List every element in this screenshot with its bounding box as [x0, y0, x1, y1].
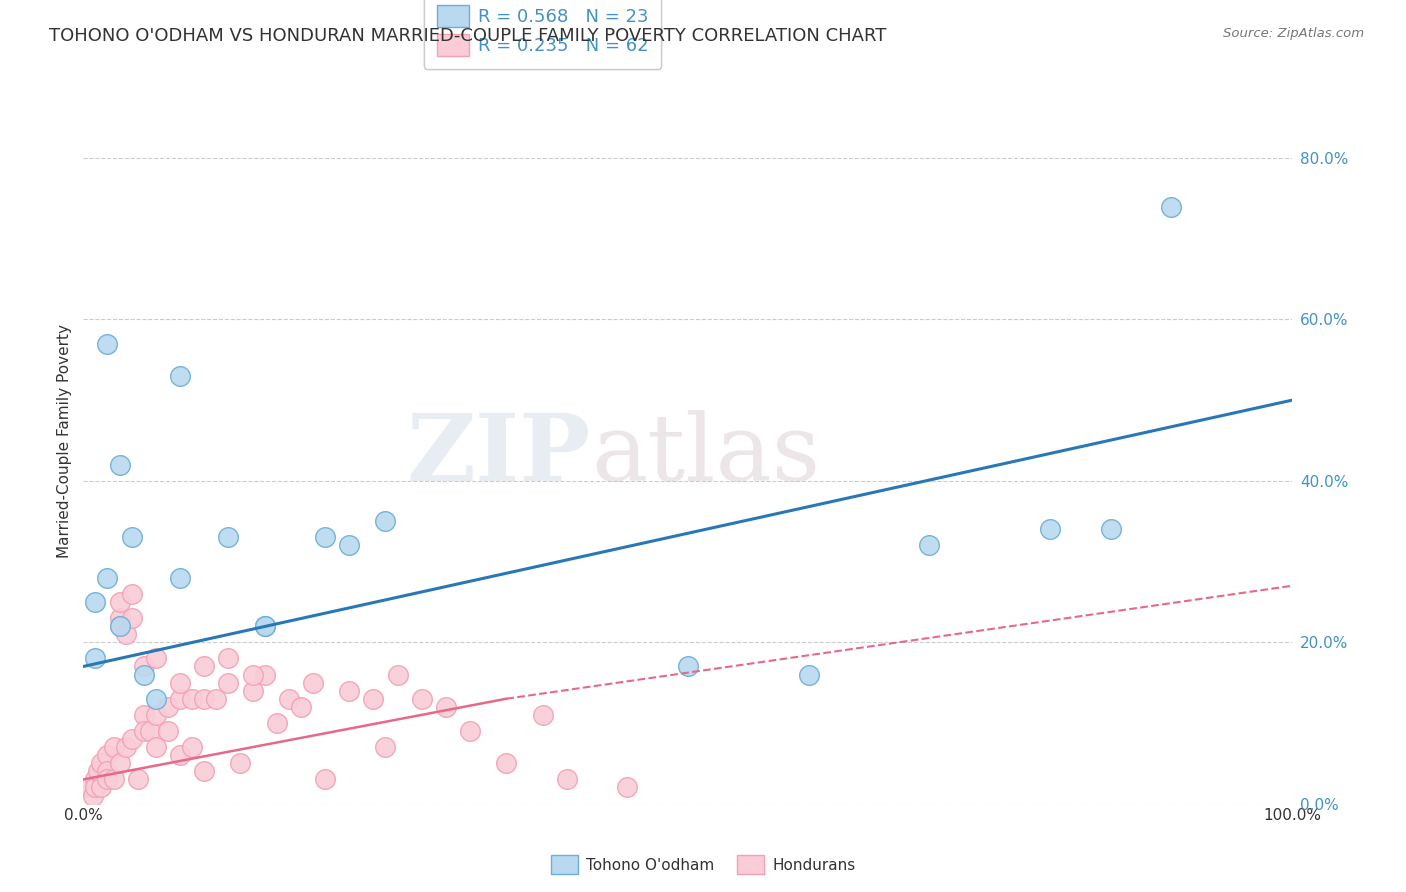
- Point: [616, 780, 638, 795]
- Point: [1160, 200, 1182, 214]
- Point: [108, 619, 131, 633]
- Point: [84, 780, 107, 795]
- Point: [181, 740, 204, 755]
- Point: [145, 740, 167, 755]
- Y-axis label: Married-Couple Family Poverty: Married-Couple Family Poverty: [58, 324, 72, 558]
- Point: [1039, 522, 1062, 536]
- Point: [156, 724, 179, 739]
- Point: [132, 724, 155, 739]
- Point: [387, 667, 409, 681]
- Point: [169, 691, 191, 706]
- Point: [121, 732, 143, 747]
- Point: [314, 772, 336, 787]
- Point: [169, 571, 191, 585]
- Point: [169, 369, 191, 384]
- Point: [84, 651, 107, 665]
- Point: [205, 691, 228, 706]
- Point: [108, 458, 131, 472]
- Point: [82, 789, 104, 803]
- Point: [217, 651, 239, 665]
- Text: Source: ZipAtlas.com: Source: ZipAtlas.com: [1223, 27, 1364, 40]
- Point: [156, 699, 179, 714]
- Point: [96, 571, 118, 585]
- Point: [145, 707, 167, 722]
- Point: [411, 691, 433, 706]
- Point: [337, 538, 360, 552]
- Point: [169, 748, 191, 763]
- Point: [132, 707, 155, 722]
- Point: [121, 587, 143, 601]
- Point: [242, 683, 264, 698]
- Point: [87, 764, 110, 779]
- Point: [531, 707, 554, 722]
- Point: [96, 772, 118, 787]
- Point: [114, 740, 136, 755]
- Point: [108, 595, 131, 609]
- Point: [90, 780, 112, 795]
- Point: [121, 530, 143, 544]
- Point: [314, 530, 336, 544]
- Point: [253, 619, 276, 633]
- Point: [242, 667, 264, 681]
- Point: [132, 659, 155, 673]
- Text: ZIP: ZIP: [406, 410, 591, 500]
- Point: [103, 740, 125, 755]
- Point: [181, 691, 204, 706]
- Point: [145, 651, 167, 665]
- Point: [96, 764, 118, 779]
- Point: [79, 780, 101, 795]
- Point: [337, 683, 360, 698]
- Point: [132, 667, 155, 681]
- Point: [495, 756, 517, 771]
- Point: [797, 667, 820, 681]
- Point: [253, 619, 276, 633]
- Point: [253, 667, 276, 681]
- Legend: Tohono O'odham, Hondurans: Tohono O'odham, Hondurans: [544, 849, 862, 880]
- Text: TOHONO O'ODHAM VS HONDURAN MARRIED-COUPLE FAMILY POVERTY CORRELATION CHART: TOHONO O'ODHAM VS HONDURAN MARRIED-COUPL…: [49, 27, 887, 45]
- Point: [290, 699, 312, 714]
- Point: [193, 764, 215, 779]
- Point: [84, 772, 107, 787]
- Point: [374, 514, 396, 528]
- Point: [217, 675, 239, 690]
- Point: [555, 772, 578, 787]
- Point: [121, 611, 143, 625]
- Point: [169, 675, 191, 690]
- Point: [1099, 522, 1122, 536]
- Point: [108, 611, 131, 625]
- Point: [266, 715, 288, 730]
- Point: [96, 748, 118, 763]
- Point: [217, 530, 239, 544]
- Point: [374, 740, 396, 755]
- Point: [363, 691, 385, 706]
- Point: [193, 691, 215, 706]
- Point: [96, 336, 118, 351]
- Point: [676, 659, 699, 673]
- Point: [434, 699, 457, 714]
- Point: [103, 772, 125, 787]
- Point: [127, 772, 149, 787]
- Point: [458, 724, 481, 739]
- Point: [84, 595, 107, 609]
- Point: [108, 756, 131, 771]
- Point: [277, 691, 299, 706]
- Text: atlas: atlas: [591, 410, 820, 500]
- Point: [114, 627, 136, 641]
- Point: [145, 691, 167, 706]
- Point: [302, 675, 325, 690]
- Point: [90, 756, 112, 771]
- Point: [918, 538, 941, 552]
- Point: [229, 756, 252, 771]
- Point: [139, 724, 162, 739]
- Point: [193, 659, 215, 673]
- Legend: R = 0.568   N = 23, R = 0.235   N = 62: R = 0.568 N = 23, R = 0.235 N = 62: [423, 0, 661, 69]
- Point: [108, 619, 131, 633]
